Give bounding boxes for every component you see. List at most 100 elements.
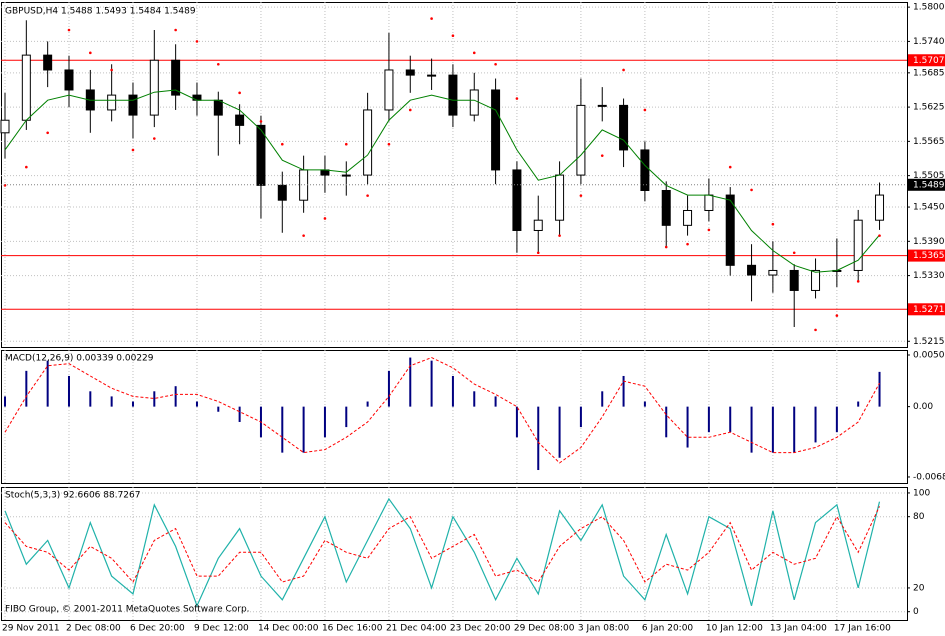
x-tick-label: 2 Dec 08:00 <box>66 624 121 634</box>
candle-body <box>811 269 821 291</box>
sar-dot <box>195 40 199 43</box>
macd-bar <box>686 406 689 448</box>
x-tick-label: 9 Dec 12:00 <box>194 624 249 634</box>
macd-bar <box>835 406 838 433</box>
candle-body <box>341 174 351 177</box>
macd-bar <box>473 391 476 407</box>
sar-dot <box>430 17 433 20</box>
macd-bar <box>878 371 881 407</box>
candle-body <box>107 94 117 111</box>
macd-bar <box>25 370 28 407</box>
macd-bar <box>302 406 305 453</box>
sar-dot <box>387 142 391 146</box>
sar-dot <box>323 217 327 220</box>
candle-body <box>853 219 863 271</box>
candle-body <box>384 69 394 111</box>
macd-bar <box>750 406 753 453</box>
x-tick-label: 21 Dec 04:00 <box>386 624 447 634</box>
candle-body <box>533 219 543 231</box>
x-tick-label: 17 Jan 16:00 <box>834 624 891 634</box>
sar-dot <box>494 62 497 66</box>
x-tick-label: 29 Dec 08:00 <box>514 624 575 634</box>
macd-bar <box>217 406 220 412</box>
macd-bar <box>110 396 113 407</box>
candle-body <box>277 184 287 201</box>
macd-bar <box>771 406 774 453</box>
x-tick-label: 6 Jan 20:00 <box>642 624 694 634</box>
level-label: 1.5365 <box>913 251 945 261</box>
macd-bar <box>89 391 92 407</box>
macd-bar <box>430 360 433 407</box>
candle-body <box>469 89 479 116</box>
candle-body <box>491 89 501 171</box>
sar-dot <box>707 228 711 232</box>
y-tick-label: 1.5505 <box>913 171 945 181</box>
sar-dot <box>814 328 817 332</box>
candle-body <box>661 189 671 226</box>
x-tick-label: 16 Dec 16:00 <box>322 624 383 634</box>
candle-body <box>299 169 309 201</box>
candle-body <box>768 269 778 276</box>
sar-dot <box>408 108 412 112</box>
candle-body <box>363 109 373 176</box>
y-tick-label: 1.5330 <box>913 271 945 281</box>
sar-dot <box>153 137 156 140</box>
y-tick-label: -0.00688 <box>913 472 945 482</box>
sar-dot <box>280 142 284 146</box>
sar-dot <box>878 234 881 237</box>
y-tick-label: 0.00 <box>913 402 933 412</box>
macd-bar <box>665 406 668 438</box>
candle-body <box>235 114 245 126</box>
sar-dot <box>302 234 305 237</box>
y-tick-label: 1.5215 <box>913 337 945 347</box>
sar-dot <box>67 28 71 32</box>
candle-body <box>192 94 202 101</box>
macd-bar <box>729 406 732 433</box>
price-title: GBPUSD,H4 1.5488 1.5493 1.5484 1.5489 <box>5 7 196 17</box>
candle-body <box>576 104 586 176</box>
macd-bar <box>451 375 454 407</box>
sar-dot <box>131 148 135 152</box>
level-box <box>908 303 945 316</box>
x-tick-label: 6 Dec 20:00 <box>130 624 185 634</box>
macd-bar <box>515 406 518 438</box>
marks: 1.5707 1.5365 1.5271 1.5489 <box>0 17 945 608</box>
macd-bar <box>494 396 497 407</box>
macd-bar <box>643 401 646 407</box>
line <box>4 89 880 273</box>
sar-dot <box>238 91 241 95</box>
macd-bar <box>281 406 284 453</box>
macd-bar <box>558 406 561 458</box>
y-tick-label: 0 <box>913 607 919 617</box>
x-tick-label: 14 Dec 00:00 <box>258 624 319 634</box>
macd-bar <box>46 360 49 407</box>
y-tick-label: 1.5390 <box>913 237 945 247</box>
macd-bar <box>4 396 6 407</box>
line <box>4 506 880 583</box>
sar-dot <box>728 165 732 169</box>
candle-body <box>128 94 138 116</box>
y-tick-label: 80 <box>913 512 925 522</box>
x-tick-label: 3 Jan 08:00 <box>578 624 630 634</box>
x-tick-label: 10 Jan 12:00 <box>706 624 763 634</box>
macd-bar <box>622 375 625 407</box>
level-box <box>908 54 945 67</box>
candle-body <box>640 149 650 191</box>
sar-dot <box>856 280 860 283</box>
macd-bar <box>366 401 369 407</box>
candle-body <box>619 104 629 151</box>
sar-dot <box>750 188 753 192</box>
current-price-box <box>908 178 945 191</box>
stoch-title: Stoch(5,3,3) 92.6606 88.7267 <box>5 491 140 501</box>
macd-bar <box>579 406 582 428</box>
line <box>4 357 880 464</box>
candle-body <box>64 69 74 91</box>
macd-bar <box>814 406 817 443</box>
candle-body <box>597 104 607 107</box>
level-box <box>908 249 945 262</box>
candle-body <box>555 174 565 221</box>
macd-title: MACD(12,26,9) 0.00339 0.00229 <box>5 354 154 364</box>
sar-dot <box>46 131 49 135</box>
sar-dot <box>835 314 839 317</box>
